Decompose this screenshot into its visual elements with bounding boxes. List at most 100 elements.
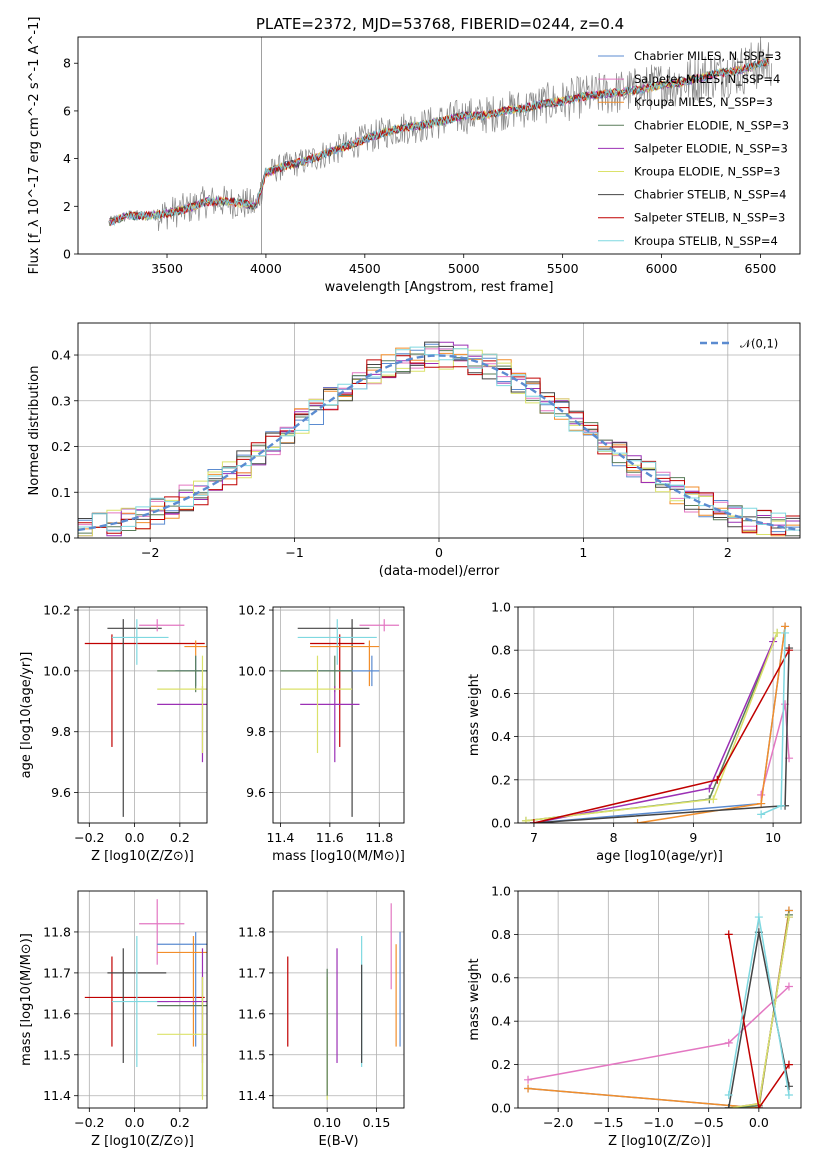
- axes-frame: [77, 890, 208, 1109]
- y-tick-label: 0.0: [51, 531, 71, 546]
- x-tick-label: 0.2: [170, 1115, 190, 1130]
- plot-area: [84, 899, 207, 1100]
- weight-line: [760, 704, 790, 796]
- x-axis-label: (data-model)/error: [379, 564, 500, 579]
- y-tick-label: 10.2: [43, 603, 71, 618]
- y-tick-label: 0.0: [491, 816, 511, 831]
- legend-label: Kroupa ELODIE, N_SSP=3: [634, 165, 780, 179]
- axes-frame: [517, 890, 802, 1109]
- plus-marker: [529, 819, 538, 823]
- y-tick-label: 2: [63, 199, 71, 214]
- errorbar-point: [310, 640, 380, 687]
- x-tick-label: −1: [285, 545, 303, 560]
- y-tick-label: 11.5: [43, 1047, 71, 1062]
- plus-marker: [784, 982, 793, 991]
- plus-marker: [784, 913, 793, 922]
- x-tick-label: 0: [435, 545, 443, 560]
- x-tick-label: 0.0: [125, 1115, 145, 1130]
- y-tick-label: 0: [63, 247, 71, 262]
- errorbar-point: [359, 619, 400, 632]
- x-tick-label: −1.0: [643, 1115, 673, 1130]
- panel-weight_vs_age: 7 8 9 10 0.0 0.2 0.4 0.6 0.8 1.0 age [log10(age/yr…: [467, 600, 802, 864]
- weight-line: [533, 647, 790, 823]
- panel-age_vs_mass: 11.4 11.6 11.8 9.6 9.8 10.0 10.2 mass [log10(M/…: [238, 603, 405, 864]
- errorbar-point: [157, 936, 207, 1047]
- histogram-step: [78, 348, 800, 538]
- y-tick-label: 11.6: [43, 1006, 71, 1021]
- y-tick-label: 9.8: [246, 724, 266, 739]
- legend-label: Kroupa STELIB, N_SSP=4: [634, 234, 778, 248]
- panel-mass_vs_Z: −0.2 0.0 0.2 11.4 11.5 11.6 11.7 11.8 Z [log10(Z…: [19, 890, 208, 1149]
- panel-age_vs_Z: −0.2 0.0 0.2 9.6 9.8 10.0 10.2 Z [log10(Z/Z⊙)] a…: [19, 603, 208, 864]
- x-tick-label: −1.5: [593, 1115, 623, 1130]
- y-tick-label: 6: [63, 103, 71, 118]
- y-tick-label: 0.4: [491, 1014, 511, 1029]
- axes-frame: [272, 890, 405, 1109]
- y-tick-label: 11.7: [43, 965, 71, 980]
- plus-marker: [757, 810, 766, 819]
- x-tick-label: 6500: [745, 261, 777, 276]
- plot-area: [524, 906, 793, 1108]
- x-axis-label: E(B-V): [318, 1134, 358, 1149]
- panel-weight_vs_Z: −2.0 −1.5 −1.0 −0.5 0.0 0.0 0.2 0.4 0.6 0.8 1.0 Z […: [467, 884, 802, 1149]
- y-axis-label: age [log10(age/yr)]: [19, 652, 34, 779]
- axes-frame: [272, 606, 405, 824]
- plus-marker: [754, 913, 763, 922]
- plus-marker: [724, 1038, 733, 1047]
- y-tick-label: 11.6: [238, 1006, 266, 1021]
- gridlines: [78, 891, 207, 1108]
- x-tick-label: 0.10: [313, 1115, 341, 1130]
- x-axis-label: Z [log10(Z/Z⊙)]: [91, 849, 194, 864]
- plus-marker: [773, 628, 782, 637]
- weight-line: [525, 632, 778, 822]
- axes-frame: [77, 36, 801, 255]
- axes-frame: [517, 606, 802, 824]
- y-tick-label: 0.1: [51, 485, 71, 500]
- plus-marker: [784, 1082, 793, 1091]
- plus-marker: [784, 1090, 793, 1099]
- normal-curve: [78, 354, 800, 532]
- y-tick-label: 0.3: [51, 393, 71, 408]
- y-tick-label: 11.4: [238, 1088, 266, 1103]
- legend-label: Chabrier MILES, N_SSP=3: [634, 49, 781, 63]
- gridlines: [518, 606, 801, 824]
- x-tick-label: 8: [610, 830, 618, 845]
- y-axis-label: mass weight: [467, 958, 482, 1040]
- plot-area: [280, 619, 400, 817]
- plus-marker: [724, 1104, 733, 1108]
- y-tick-label: 11.4: [43, 1088, 71, 1103]
- x-axis-label: Z [log10(Z/Z⊙)]: [91, 1134, 194, 1149]
- x-tick-label: 11.4: [266, 830, 294, 845]
- legend-label: 𝒩(0,1): [740, 337, 778, 351]
- errorbar-point: [111, 619, 169, 665]
- plus-marker: [754, 1104, 763, 1108]
- spectrum-legend: Chabrier MILES, N_SSP=3 Salpeter MILES, N…: [598, 49, 789, 248]
- x-tick-label: 6000: [646, 261, 678, 276]
- plot-area: [78, 341, 800, 538]
- plot-area: [287, 903, 401, 1100]
- axes-frame: [77, 322, 801, 539]
- plus-marker: [524, 1084, 533, 1093]
- legend-label: Chabrier ELODIE, N_SSP=3: [634, 118, 789, 132]
- gridlines: [78, 607, 207, 823]
- y-axis-label: mass [log10(M/M⊙)]: [19, 933, 34, 1066]
- plus-marker: [713, 775, 722, 784]
- plus-marker: [757, 799, 766, 808]
- y-tick-label: 0.4: [491, 729, 511, 744]
- y-tick-label: 1.0: [491, 600, 511, 615]
- weight-line: [727, 934, 790, 1108]
- errorbar-point: [157, 655, 207, 754]
- spectrum-model-line: [109, 58, 769, 227]
- x-tick-label: 11.6: [316, 830, 344, 845]
- y-tick-label: 1.0: [491, 884, 511, 899]
- y-tick-label: 10.2: [238, 603, 266, 618]
- y-tick-label: 9.6: [51, 785, 71, 800]
- axes-frame: [77, 606, 208, 824]
- errorbar-point: [297, 619, 370, 817]
- y-tick-label: 11.8: [238, 924, 266, 939]
- y-tick-label: 11.8: [43, 924, 71, 939]
- x-tick-label: 9: [689, 830, 697, 845]
- x-tick-label: −2: [141, 545, 159, 560]
- x-tick-label: −0.2: [74, 1115, 104, 1130]
